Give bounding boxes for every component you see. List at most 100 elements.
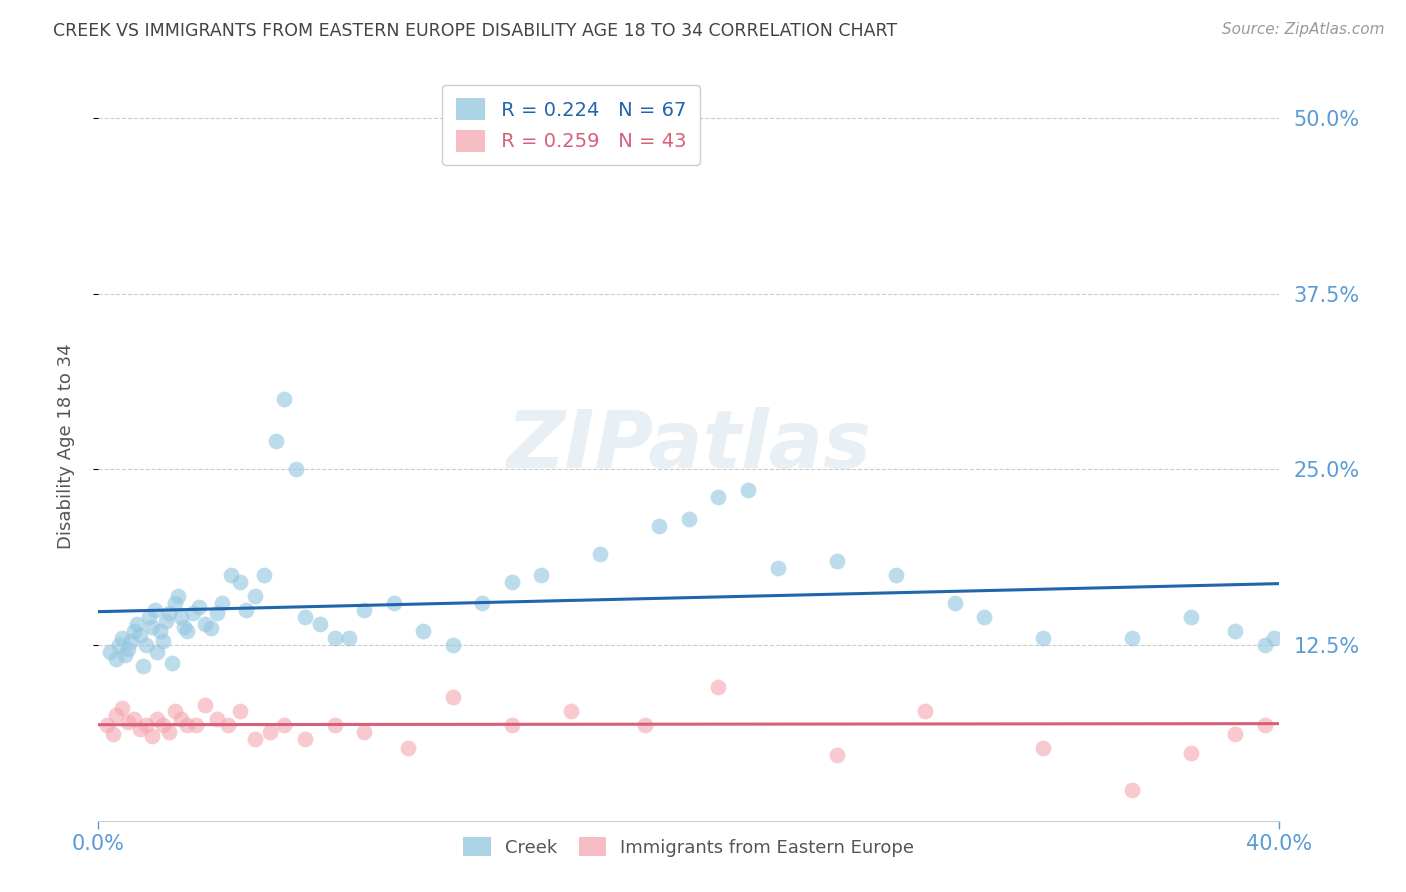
Point [125, 616, 148, 631]
Point [141, 729, 163, 743]
Point [294, 610, 316, 624]
Point [737, 483, 759, 498]
Point [1254, 638, 1277, 652]
Point [105, 652, 128, 666]
Point [441, 638, 464, 652]
Point [707, 491, 730, 505]
Point [243, 732, 266, 747]
Point [146, 645, 169, 659]
Point [309, 616, 332, 631]
Point [412, 624, 434, 638]
Point [165, 704, 187, 718]
Point [167, 589, 190, 603]
Point [398, 740, 420, 755]
Point [194, 698, 217, 713]
Point [184, 718, 207, 732]
Point [108, 638, 131, 652]
Point [217, 718, 239, 732]
Point [111, 631, 134, 645]
Point [1263, 631, 1285, 645]
Point [165, 596, 187, 610]
Point [138, 610, 160, 624]
Point [170, 713, 193, 727]
Y-axis label: Disability Age 18 to 34: Disability Age 18 to 34 [56, 343, 75, 549]
Point [103, 726, 125, 740]
Point [648, 518, 671, 533]
Text: Source: ZipAtlas.com: Source: ZipAtlas.com [1222, 22, 1385, 37]
Point [132, 659, 155, 673]
Point [111, 701, 134, 715]
Point [146, 713, 169, 727]
Point [176, 624, 198, 638]
Point [229, 704, 252, 718]
Point [501, 574, 523, 589]
Point [294, 732, 316, 747]
Point [173, 620, 195, 634]
Point [253, 567, 276, 582]
Point [1032, 631, 1054, 645]
Point [149, 624, 172, 638]
Point [264, 434, 287, 449]
Point [1180, 746, 1202, 760]
Point [141, 620, 163, 634]
Point [914, 704, 936, 718]
Point [339, 631, 361, 645]
Point [157, 725, 180, 739]
Point [152, 718, 174, 732]
Point [176, 718, 198, 732]
Point [1121, 782, 1143, 797]
Point [1121, 631, 1143, 645]
Point [162, 657, 183, 671]
Point [323, 631, 346, 645]
Legend: Creek, Immigrants from Eastern Europe: Creek, Immigrants from Eastern Europe [456, 830, 922, 864]
Text: CREEK VS IMMIGRANTS FROM EASTERN EUROPE DISABILITY AGE 18 TO 34 CORRELATION CHAR: CREEK VS IMMIGRANTS FROM EASTERN EUROPE … [53, 22, 897, 40]
Point [122, 624, 145, 638]
Point [353, 603, 375, 617]
Point [382, 596, 405, 610]
Point [114, 648, 136, 662]
Point [229, 574, 252, 589]
Point [152, 633, 174, 648]
Point [105, 708, 128, 723]
Point [117, 642, 139, 657]
Point [122, 713, 145, 727]
Point [221, 567, 243, 582]
Point [273, 392, 295, 406]
Point [973, 610, 995, 624]
Point [1180, 610, 1202, 624]
Point [634, 718, 657, 732]
Point [471, 596, 494, 610]
Point [243, 589, 266, 603]
Text: ZIPatlas: ZIPatlas [506, 407, 872, 485]
Point [1225, 726, 1247, 740]
Point [117, 715, 139, 730]
Point [211, 596, 233, 610]
Point [323, 718, 346, 732]
Point [353, 725, 375, 739]
Point [135, 638, 157, 652]
Point [884, 567, 907, 582]
Point [235, 603, 257, 617]
Point [143, 603, 166, 617]
Point [501, 718, 523, 732]
Point [128, 628, 150, 642]
Point [205, 713, 228, 727]
Point [96, 718, 118, 732]
Point [273, 718, 295, 732]
Point [825, 747, 848, 762]
Point [825, 554, 848, 568]
Point [170, 610, 193, 624]
Point [1254, 718, 1277, 732]
Point [205, 606, 228, 620]
Point [128, 723, 150, 737]
Point [135, 718, 157, 732]
Point [120, 633, 142, 648]
Point [181, 606, 204, 620]
Point [943, 596, 966, 610]
Point [1032, 740, 1054, 755]
Point [560, 704, 582, 718]
Point [194, 616, 217, 631]
Point [259, 725, 281, 739]
Point [98, 645, 121, 659]
Point [589, 547, 612, 561]
